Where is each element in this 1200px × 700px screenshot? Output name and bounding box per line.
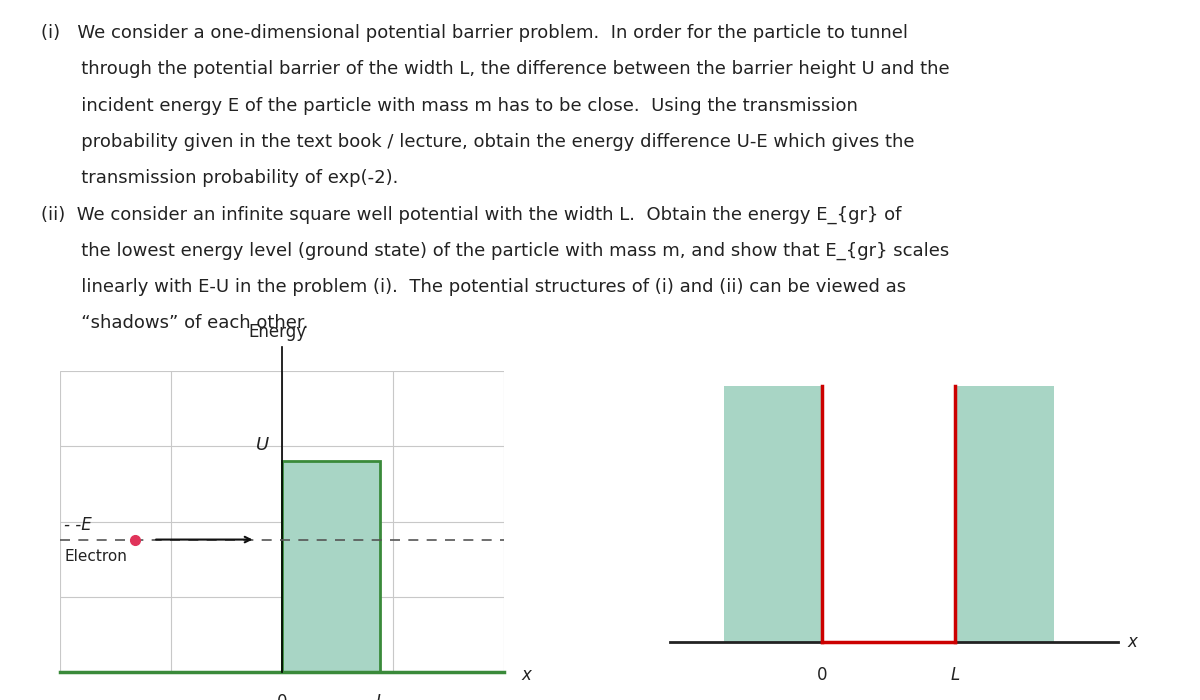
Text: L: L — [376, 693, 384, 700]
Text: incident energy E of the particle with mass m has to be close.  Using the transm: incident energy E of the particle with m… — [41, 97, 858, 115]
Text: linearly with E-U in the problem (i).  The potential structures of (i) and (ii) : linearly with E-U in the problem (i). Th… — [41, 278, 906, 296]
Text: - -E: - -E — [65, 515, 92, 533]
Text: (ii)  We consider an infinite square well potential with the width L.  Obtain th: (ii) We consider an infinite square well… — [41, 206, 901, 224]
Text: L: L — [950, 666, 960, 684]
Text: (i)   We consider a one-dimensional potential barrier problem.  In order for the: (i) We consider a one-dimensional potent… — [41, 24, 908, 42]
Text: 0: 0 — [817, 666, 828, 684]
Text: probability given in the text book / lecture, obtain the energy difference U-E w: probability given in the text book / lec… — [41, 133, 914, 151]
Text: x: x — [522, 666, 532, 684]
Bar — [282, 461, 379, 672]
Text: Energy: Energy — [248, 323, 307, 341]
Text: x: x — [1128, 633, 1138, 651]
Text: U: U — [256, 436, 269, 454]
Text: through the potential barrier of the width L, the difference between the barrier: through the potential barrier of the wid… — [41, 60, 950, 78]
Text: transmission probability of exp(-2).: transmission probability of exp(-2). — [41, 169, 398, 187]
Text: the lowest energy level (ground state) of the particle with mass m, and show tha: the lowest energy level (ground state) o… — [41, 241, 949, 260]
Text: Electron: Electron — [65, 549, 127, 564]
Text: 0: 0 — [277, 693, 287, 700]
Text: “shadows” of each other.: “shadows” of each other. — [41, 314, 308, 332]
Bar — [724, 386, 822, 642]
Bar — [955, 386, 1054, 642]
